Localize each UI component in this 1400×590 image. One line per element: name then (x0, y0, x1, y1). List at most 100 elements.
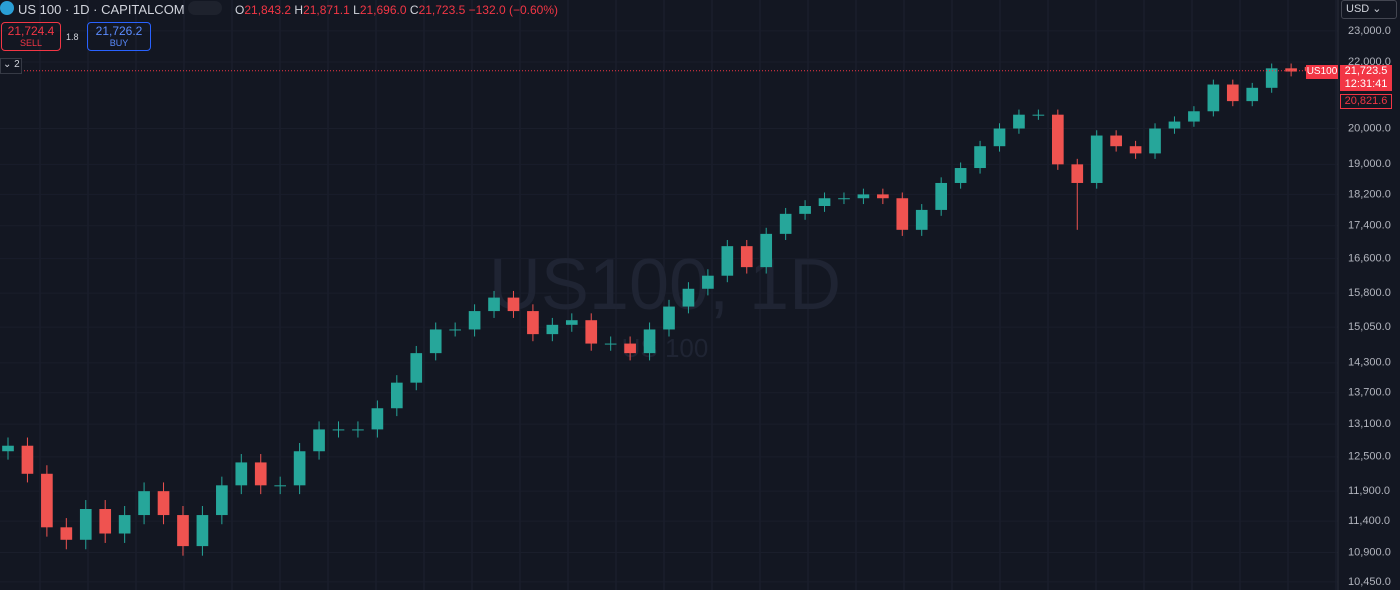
candle-body (79, 509, 92, 540)
collapse-toggle[interactable]: ⌄ 2 (0, 58, 22, 74)
level-tag: 20,821.6 (1340, 94, 1392, 109)
candle-body (507, 297, 520, 312)
candle-body (1188, 111, 1200, 122)
y-tick-label: 15,050.0 (1348, 321, 1391, 333)
candle-body (410, 353, 423, 383)
symbol-tag: US100 (1306, 65, 1338, 79)
candle-body (1265, 68, 1278, 88)
candle-body (1013, 114, 1025, 129)
candle-body (138, 491, 150, 516)
change-value: −132.0 (−0.60%) (468, 3, 559, 17)
candle-body (818, 198, 831, 207)
candle-body (449, 329, 461, 331)
buy-button[interactable]: 21,726.2 BUY (87, 22, 151, 51)
y-tick-label: 23,000.0 (1348, 25, 1391, 37)
candle-body (993, 128, 1006, 147)
candle-body (585, 320, 598, 344)
candle-body (390, 382, 403, 409)
y-tick-label: 12,500.0 (1348, 451, 1391, 463)
candle-body (779, 213, 792, 234)
c-label: C (409, 3, 419, 17)
last-price: 21,723.5 (1344, 65, 1388, 77)
candle-body (352, 429, 364, 431)
y-tick-label: 16,600.0 (1348, 253, 1391, 265)
candle-body (838, 198, 850, 200)
o-label: O (235, 3, 245, 17)
spread: 1.8 (66, 32, 79, 42)
h-label: H (294, 3, 304, 17)
symbol-title[interactable]: US 100 · 1D · CAPITALCOM (18, 2, 185, 17)
y-tick-label: 13,100.0 (1348, 418, 1391, 430)
symbol-icon (0, 1, 14, 15)
candle-body (604, 343, 617, 345)
candle-body (974, 146, 986, 169)
y-tick-label: 15,800.0 (1348, 287, 1391, 299)
candle-body (740, 246, 753, 268)
collapse-count: 2 (14, 59, 20, 70)
y-tick-label: 11,900.0 (1348, 485, 1390, 497)
buy-price: 21,726.2 (95, 24, 143, 38)
candle-body (760, 233, 773, 268)
ohlc: O21,843.2 H21,871.1 L21,696.0 C21,723.5 … (235, 3, 558, 17)
candle-body (721, 246, 734, 276)
candle-body (1129, 146, 1142, 154)
candle-body (1090, 135, 1103, 183)
candle-body (1110, 135, 1122, 147)
y-tick-label: 20,000.0 (1348, 122, 1391, 134)
candle-body (915, 209, 928, 230)
candle-body (527, 311, 539, 335)
y-tick-label: 19,000.0 (1348, 158, 1391, 170)
candle-body (857, 194, 870, 199)
candle-body (468, 311, 481, 330)
status-pill (188, 1, 222, 15)
candle-body (935, 182, 948, 210)
candle-body (954, 168, 967, 183)
candle-body (682, 288, 695, 307)
candle-body (118, 515, 131, 534)
y-tick-label: 14,300.0 (1348, 357, 1391, 369)
countdown: 12:31:41 (1344, 78, 1388, 90)
sell-price: 21,724.4 (7, 24, 55, 38)
candle-body (371, 408, 384, 430)
candle-body (1071, 164, 1084, 183)
candle-body (2, 445, 14, 452)
candle-body (1168, 121, 1181, 129)
candle-body (41, 473, 53, 528)
candle-body (1285, 68, 1297, 72)
sell-label: SELL (19, 38, 43, 48)
candle-body (196, 515, 209, 547)
watermark-sub: US 100 (622, 333, 709, 363)
candle-body (313, 429, 325, 452)
candle-body (216, 485, 228, 516)
candle-body (429, 329, 442, 354)
candle-body (546, 324, 559, 335)
candle-body (877, 194, 889, 199)
candle-body (157, 491, 170, 516)
close-value: 21,723.5 (418, 3, 466, 17)
candle-body (235, 462, 248, 486)
sell-button[interactable]: 21,724.4 SELL (1, 22, 61, 51)
candle-body (274, 485, 287, 487)
candle-body (332, 429, 345, 431)
y-tick-label: 10,900.0 (1348, 546, 1391, 558)
candle-body (99, 509, 112, 534)
y-tick-label: 13,700.0 (1348, 387, 1391, 399)
candle-body (60, 527, 73, 540)
y-tick-label: 10,450.0 (1348, 576, 1391, 588)
low-value: 21,696.0 (359, 3, 407, 17)
candle-body (799, 206, 811, 214)
last-price-tag: 21,723.5 12:31:41 (1340, 65, 1392, 91)
candle-body (1032, 114, 1045, 116)
y-tick-label: 11,400.0 (1348, 515, 1390, 527)
candle-body (1051, 114, 1064, 165)
candle-body (1226, 84, 1239, 102)
currency-select[interactable]: USD ⌄ (1341, 0, 1397, 19)
candle-body (702, 275, 714, 289)
candle-body (643, 329, 656, 354)
l-label: L (353, 3, 360, 17)
candle-body (177, 515, 189, 547)
candle-body (896, 198, 909, 230)
y-tick-label: 17,400.0 (1348, 220, 1391, 232)
y-tick-label: 18,200.0 (1348, 188, 1391, 200)
